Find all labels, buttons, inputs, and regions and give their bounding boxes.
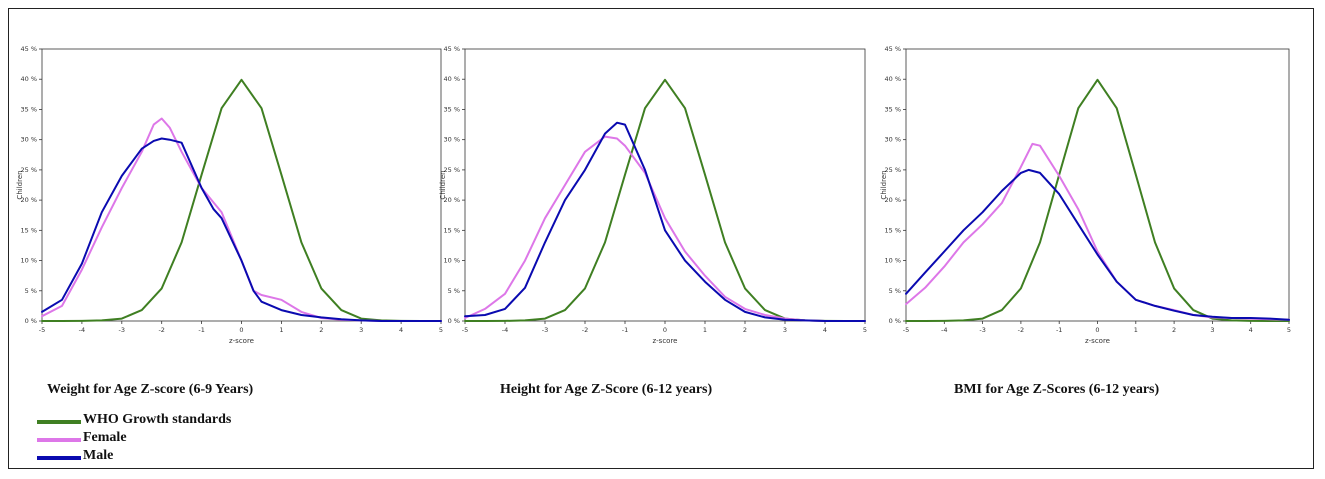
- y-tick-label: 20 %: [20, 196, 37, 204]
- y-tick-label: 25 %: [20, 166, 37, 174]
- y-tick-label: 0 %: [448, 317, 460, 325]
- y-tick-label: 10 %: [884, 257, 901, 265]
- y-tick-label: 0 %: [25, 317, 37, 325]
- series-line-who: [41, 78, 442, 322]
- y-tick-label: 0 %: [889, 317, 901, 325]
- y-tick-label: 10 %: [20, 257, 37, 265]
- y-tick-label: 25 %: [884, 166, 901, 174]
- x-tick-label: 0: [239, 326, 243, 334]
- chart-panel-3: 0 % 5 % 10 % 15 % 20 % 25 % 30 % 35 % 40 % 45 % -5…: [880, 45, 1291, 345]
- y-tick-label: 40 %: [884, 75, 901, 83]
- caption-bmi-for-age: BMI for Age Z-Scores (6-12 years): [954, 382, 1160, 397]
- plot-area-border: [464, 48, 866, 322]
- y-tick-label: 5 %: [448, 287, 460, 295]
- y-tick-label: 45 %: [443, 45, 460, 53]
- x-tick-label: 1: [1134, 326, 1138, 334]
- chart-panel-1: 0 % 5 % 10 % 15 % 20 % 25 % 30 % 35 % 40 % 45 % -5…: [16, 45, 443, 345]
- y-tick-label: 20 %: [443, 196, 460, 204]
- y-tick-label: 40 %: [20, 75, 37, 83]
- x-tick-label: 0: [663, 326, 667, 334]
- x-tick-label: -5: [462, 326, 468, 334]
- caption-weight-for-age: Weight for Age Z-score (6-9 Years): [47, 382, 254, 397]
- y-tick-label: 45 %: [20, 45, 37, 53]
- x-tick-label: -1: [622, 326, 628, 334]
- x-tick-label: -3: [979, 326, 985, 334]
- legend-swatch-male: [37, 456, 81, 460]
- legend-label-female: Female: [83, 430, 127, 445]
- y-tick-label: 30 %: [884, 136, 901, 144]
- x-tick-label: 0: [1095, 326, 1099, 334]
- y-tick-label: 5 %: [25, 287, 37, 295]
- x-tick-label: 3: [1210, 326, 1214, 334]
- y-tick-label: 15 %: [443, 226, 460, 234]
- series-line-who: [464, 78, 866, 322]
- x-tick-label: 5: [863, 326, 867, 334]
- y-axis-label: Children: [439, 170, 447, 199]
- y-tick-label: 30 %: [443, 136, 460, 144]
- legend-swatch-who: [37, 420, 81, 424]
- legend-swatch-female: [37, 438, 81, 442]
- x-tick-label: -3: [119, 326, 125, 334]
- x-tick-label: -1: [198, 326, 204, 334]
- x-tick-label: 4: [399, 326, 403, 334]
- legend-label-who: WHO Growth standards: [83, 412, 232, 427]
- y-tick-label: 15 %: [884, 226, 901, 234]
- y-tick-label: 35 %: [884, 105, 901, 113]
- y-tick-label: 35 %: [443, 105, 460, 113]
- figure-frame: 0 % 5 % 10 % 15 % 20 % 25 % 30 % 35 % 40 % 45 % -5…: [8, 8, 1314, 469]
- x-tick-label: 2: [1172, 326, 1176, 334]
- series-line-male: [41, 137, 442, 322]
- series-line-female: [41, 117, 442, 322]
- x-axis-label: z-score: [652, 337, 677, 345]
- x-tick-label: 5: [439, 326, 443, 334]
- y-tick-label: 30 %: [20, 136, 37, 144]
- legend-label-male: Male: [83, 448, 114, 463]
- series-line-female: [905, 142, 1290, 321]
- caption-height-for-age: Height for Age Z-Score (6-12 years): [500, 382, 713, 397]
- y-tick-label: 10 %: [443, 257, 460, 265]
- x-tick-label: 1: [279, 326, 283, 334]
- x-tick-label: 5: [1287, 326, 1291, 334]
- x-tick-label: -4: [502, 326, 508, 334]
- chart-panel-2: 0 % 5 % 10 % 15 % 20 % 25 % 30 % 35 % 40 % 45 % -5…: [439, 45, 867, 345]
- x-tick-label: 4: [823, 326, 827, 334]
- y-axis-label: Children: [16, 170, 24, 199]
- x-tick-label: -5: [903, 326, 909, 334]
- x-tick-label: 2: [319, 326, 323, 334]
- y-tick-label: 25 %: [443, 166, 460, 174]
- series-line-male: [464, 121, 866, 322]
- charts-canvas: 0 %5 %10 %15 %20 %25 %30 %35 %40 %45 %-5…: [16, 45, 1291, 345]
- x-tick-label: -4: [79, 326, 85, 334]
- y-tick-label: 5 %: [889, 287, 901, 295]
- x-axis-label: z-score: [229, 337, 254, 345]
- x-tick-label: -5: [39, 326, 45, 334]
- y-tick-label: 40 %: [443, 75, 460, 83]
- plot-area-border: [905, 48, 1290, 322]
- x-tick-label: 4: [1249, 326, 1253, 334]
- x-tick-label: -3: [542, 326, 548, 334]
- x-axis-label: z-score: [1085, 337, 1110, 345]
- y-tick-label: 35 %: [20, 105, 37, 113]
- x-tick-label: 3: [359, 326, 363, 334]
- y-tick-label: 45 %: [884, 45, 901, 53]
- x-tick-label: -2: [158, 326, 164, 334]
- series-line-male: [905, 168, 1290, 321]
- x-tick-label: -2: [582, 326, 588, 334]
- x-tick-label: -1: [1056, 326, 1062, 334]
- x-tick-label: -4: [941, 326, 947, 334]
- x-tick-label: 2: [743, 326, 747, 334]
- x-tick-label: 3: [783, 326, 787, 334]
- x-tick-label: -2: [1018, 326, 1024, 334]
- y-axis-label: Children: [880, 170, 888, 199]
- y-tick-label: 15 %: [20, 226, 37, 234]
- plot-area-border: [41, 48, 442, 322]
- y-tick-label: 20 %: [884, 196, 901, 204]
- series-line-who: [905, 78, 1290, 322]
- x-tick-label: 1: [703, 326, 707, 334]
